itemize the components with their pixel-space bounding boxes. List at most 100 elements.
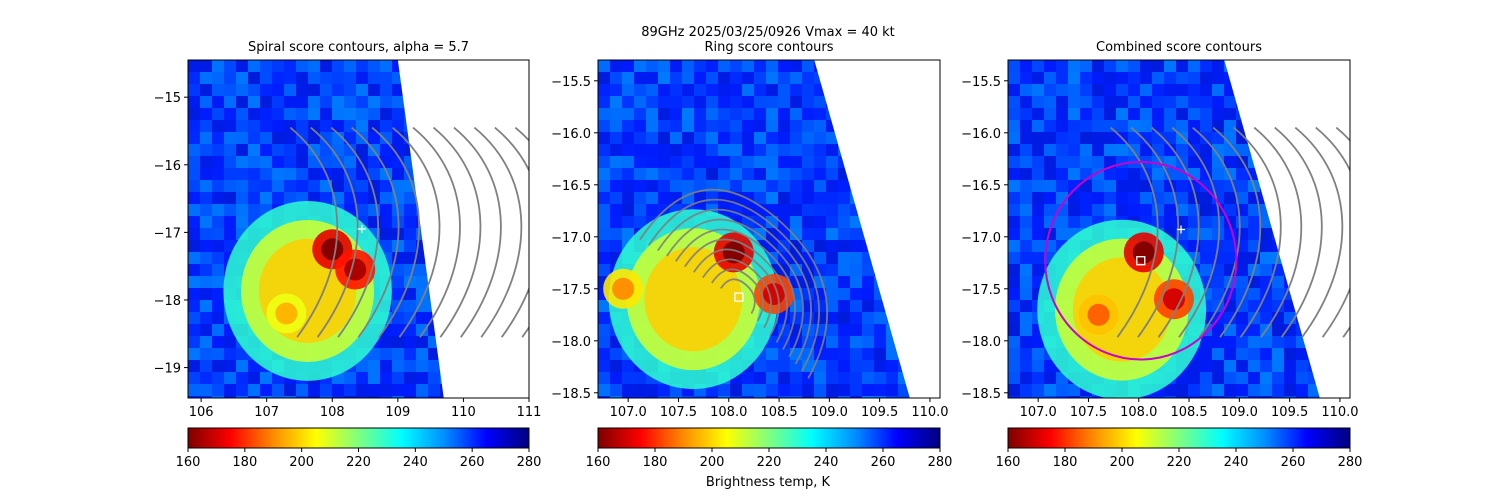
heatmap-cell bbox=[706, 144, 718, 156]
heatmap-cell bbox=[826, 216, 838, 228]
contour-line bbox=[1110, 126, 1159, 338]
plot-area bbox=[188, 60, 529, 398]
heatmap-cell bbox=[1008, 108, 1020, 120]
contour-line bbox=[1151, 126, 1200, 338]
contour-line bbox=[453, 126, 502, 338]
y-tick-label: −17.0 bbox=[551, 231, 591, 246]
heatmap-cell bbox=[622, 120, 634, 132]
heatmap-cell bbox=[1200, 216, 1212, 228]
heatmap-cell bbox=[1068, 84, 1080, 96]
heatmap-cell bbox=[1236, 252, 1248, 264]
heatmap-cell bbox=[1104, 60, 1116, 72]
heatmap-cell bbox=[1020, 144, 1032, 156]
x-tick-label: 107 bbox=[254, 405, 279, 420]
heatmap-cell bbox=[332, 396, 344, 398]
heatmap-cell bbox=[284, 96, 296, 108]
colorbar-tick-label: 220 bbox=[346, 455, 371, 470]
heatmap-cell bbox=[392, 288, 404, 300]
heatmap-cell bbox=[1272, 300, 1284, 312]
heatmap-cell bbox=[224, 240, 236, 252]
plot-area bbox=[598, 60, 940, 398]
heatmap-cell bbox=[188, 192, 200, 204]
heatmap-cell bbox=[1056, 132, 1068, 144]
heatmap-cell bbox=[1080, 120, 1092, 132]
heatmap-cell bbox=[754, 108, 766, 120]
heatmap-cell bbox=[308, 72, 320, 84]
heatmap-cell bbox=[862, 336, 874, 348]
heatmap-cell bbox=[1224, 372, 1236, 384]
heatmap-cell bbox=[356, 384, 368, 396]
heatmap-cell bbox=[1008, 252, 1020, 264]
heatmap-cell bbox=[1128, 180, 1140, 192]
heatmap-cell bbox=[356, 144, 368, 156]
heatmap-cell bbox=[392, 384, 404, 396]
heatmap-cell bbox=[814, 372, 826, 384]
heatmap-cell bbox=[790, 204, 802, 216]
heatmap-cell bbox=[1212, 276, 1224, 288]
heatmap-cell bbox=[1188, 156, 1200, 168]
heatmap-cell bbox=[1020, 60, 1032, 72]
heatmap-cell bbox=[670, 96, 682, 108]
heatmap-cell bbox=[1176, 204, 1188, 216]
heatmap-cell bbox=[598, 396, 610, 398]
heatmap-cell bbox=[850, 348, 862, 360]
heatmap-cell bbox=[296, 120, 308, 132]
heatmap-cell bbox=[874, 312, 886, 324]
heatmap-cell bbox=[284, 72, 296, 84]
heatmap-cell bbox=[778, 132, 790, 144]
heatmap-cell bbox=[1260, 336, 1272, 348]
contour-line bbox=[1192, 126, 1241, 338]
heatmap-cell bbox=[790, 372, 802, 384]
heatmap-cell bbox=[1056, 144, 1068, 156]
no-data-region bbox=[814, 60, 940, 398]
heatmap-cell bbox=[368, 108, 380, 120]
heatmap-cell bbox=[1236, 384, 1248, 396]
heatmap-cell bbox=[814, 96, 826, 108]
cold-core-2 bbox=[275, 302, 298, 325]
heatmap-cell bbox=[766, 216, 778, 228]
heatmap-cell bbox=[778, 180, 790, 192]
colorbar-tick-label: 280 bbox=[928, 455, 953, 470]
contour-line bbox=[675, 228, 796, 351]
heatmap-cell bbox=[682, 60, 694, 72]
heatmap-cell bbox=[598, 360, 610, 372]
heatmap-cell bbox=[742, 180, 754, 192]
heatmap-cell bbox=[718, 144, 730, 156]
heatmap-cell bbox=[802, 384, 814, 396]
heatmap-cell bbox=[308, 384, 320, 396]
heatmap-cell bbox=[1260, 396, 1272, 398]
heatmap-cell bbox=[610, 240, 622, 252]
colorbar-tick-label: 180 bbox=[643, 455, 668, 470]
heatmap-cell bbox=[1200, 120, 1212, 132]
heatmap-cell bbox=[1260, 348, 1272, 360]
heatmap-cell bbox=[1032, 168, 1044, 180]
x-tick-label: 110.0 bbox=[1321, 405, 1358, 420]
heatmap-cell bbox=[308, 144, 320, 156]
heatmap-cell bbox=[248, 132, 260, 144]
heatmap-cell bbox=[188, 120, 200, 132]
heatmap-cell bbox=[1188, 384, 1200, 396]
heatmap-cell bbox=[296, 396, 308, 398]
heatmap-cell bbox=[368, 396, 380, 398]
heatmap-cell bbox=[826, 336, 838, 348]
heatmap-cell bbox=[1092, 108, 1104, 120]
heatmap-cell bbox=[356, 108, 368, 120]
heatmap-cell bbox=[598, 192, 610, 204]
score-contours bbox=[1110, 126, 1350, 338]
heatmap-cell bbox=[814, 240, 826, 252]
heatmap-cell bbox=[730, 84, 742, 96]
heatmap-cell bbox=[802, 72, 814, 84]
heatmap-cell bbox=[1164, 72, 1176, 84]
heatmap-cell bbox=[1188, 132, 1200, 144]
heatmap-cell bbox=[1212, 228, 1224, 240]
heatmap-cell bbox=[308, 96, 320, 108]
heatmap-cell bbox=[706, 168, 718, 180]
heatmap-cell bbox=[1056, 216, 1068, 228]
colorbar-tick-label: 160 bbox=[586, 455, 611, 470]
heatmap-cell bbox=[380, 180, 392, 192]
heatmap-cell bbox=[802, 108, 814, 120]
heatmap-cell bbox=[272, 156, 284, 168]
heatmap-cell bbox=[766, 168, 778, 180]
heatmap-cell bbox=[1272, 276, 1284, 288]
heatmap-cell bbox=[598, 84, 610, 96]
